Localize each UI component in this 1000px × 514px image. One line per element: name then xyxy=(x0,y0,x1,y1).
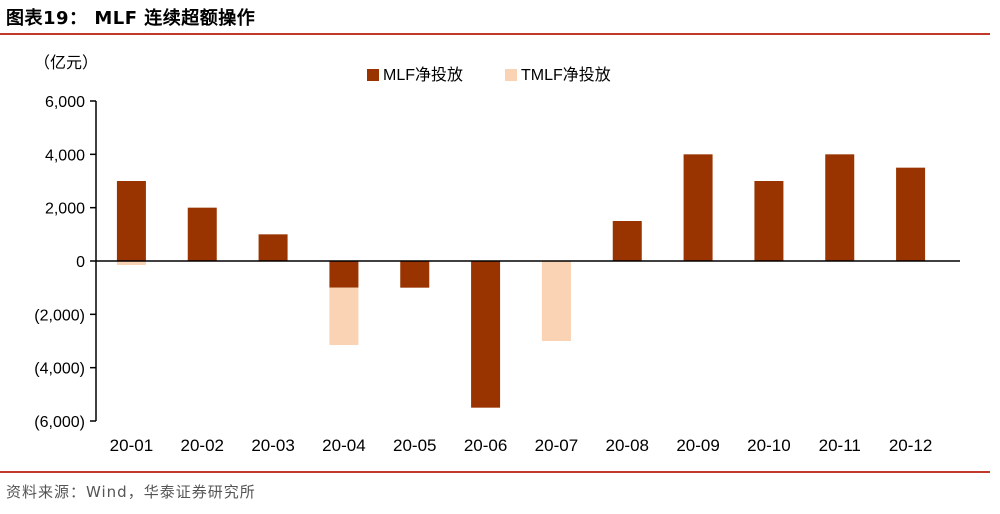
mlf-bar xyxy=(329,261,359,288)
x-tick-label: 20-11 xyxy=(819,436,861,455)
mlf-bar xyxy=(896,167,926,261)
x-tick-label: 20-04 xyxy=(322,436,365,455)
mlf-bar xyxy=(116,181,146,261)
bars xyxy=(116,154,926,408)
x-axis-ticks: 20-01 20-02 20-03 20-04 20-05 20-06 20-07 20-08… xyxy=(110,436,933,455)
x-tick-label: 20-05 xyxy=(393,436,436,455)
source-note: 资料来源：Wind，华泰证券研究所 xyxy=(6,483,256,501)
legend-label-mlf: MLF净投放 xyxy=(383,66,463,84)
x-tick-label: 20-02 xyxy=(181,436,224,455)
mlf-bar xyxy=(825,154,855,261)
x-tick-label: 20-01 xyxy=(110,436,153,455)
x-tick-label: 20-12 xyxy=(889,436,932,455)
legend-swatch-mlf xyxy=(367,69,379,81)
footer-rule xyxy=(0,471,990,473)
x-tick-label: 20-06 xyxy=(464,436,507,455)
x-tick-label: 20-09 xyxy=(676,436,719,455)
y-tick-label: (6,000) xyxy=(34,414,85,431)
mlf-bar xyxy=(258,234,288,261)
y-axis-ticks: 6,000 4,000 2,000 0 (2,000) (4,000) (6,000) xyxy=(34,94,96,431)
figure-title: 图表19： MLF 连续超额操作 xyxy=(6,8,256,29)
tmlf-bar xyxy=(116,261,146,265)
bar-chart: （亿元） MLF净投放 TMLF净投放 6,000 4,000 2,000 0 (2,00… xyxy=(34,54,960,455)
x-tick-label: 20-10 xyxy=(747,436,790,455)
x-tick-label: 20-08 xyxy=(606,436,649,455)
mlf-bar xyxy=(683,154,713,261)
axes xyxy=(95,101,960,421)
legend-swatch-tmlf xyxy=(505,69,517,81)
mlf-bar xyxy=(754,181,784,261)
y-axis-unit-label: （亿元） xyxy=(34,54,98,72)
title-rule xyxy=(0,33,990,35)
tmlf-bar xyxy=(541,261,571,341)
legend: MLF净投放 TMLF净投放 xyxy=(367,66,611,84)
x-tick-label: 20-03 xyxy=(251,436,294,455)
y-tick-label: 0 xyxy=(76,254,85,271)
y-tick-label: (4,000) xyxy=(34,361,85,378)
legend-label-tmlf: TMLF净投放 xyxy=(521,66,611,84)
y-tick-label: 6,000 xyxy=(45,94,85,111)
mlf-bar xyxy=(187,207,217,261)
x-tick-label: 20-07 xyxy=(535,436,578,455)
y-tick-label: 2,000 xyxy=(45,201,85,218)
y-tick-label: (2,000) xyxy=(34,307,85,324)
y-tick-label: 4,000 xyxy=(45,147,85,164)
tmlf-bar xyxy=(329,287,359,345)
mlf-bar xyxy=(400,261,430,288)
mlf-bar xyxy=(612,221,642,261)
mlf-bar xyxy=(471,261,501,408)
